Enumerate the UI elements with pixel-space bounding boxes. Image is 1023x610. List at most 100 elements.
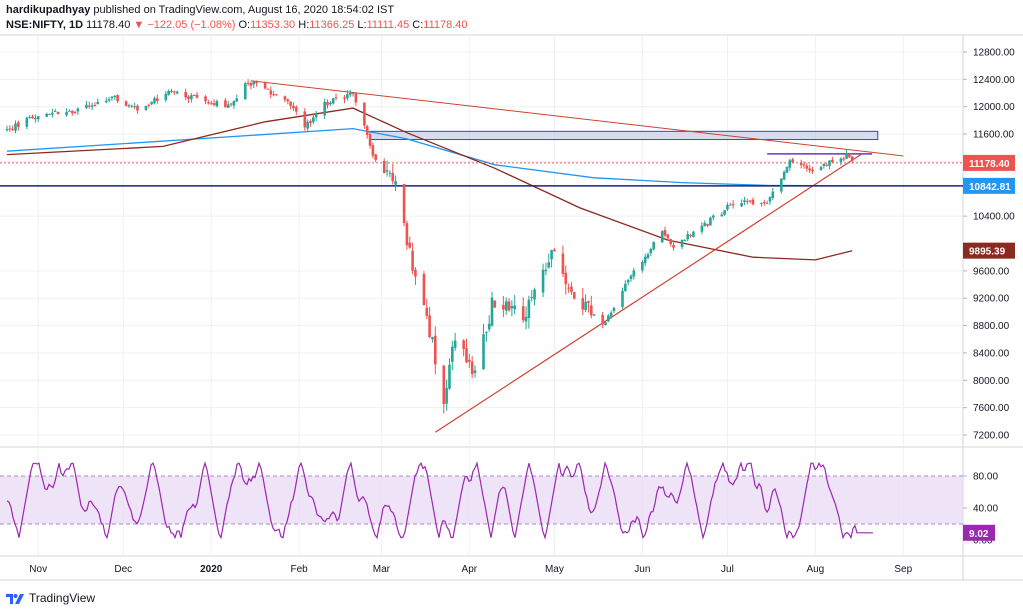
candle-body bbox=[192, 94, 196, 96]
y-axis-tick-label: 10400.00 bbox=[973, 212, 1015, 223]
candle-body bbox=[808, 168, 811, 171]
candle-body bbox=[541, 269, 545, 293]
candle-body bbox=[686, 234, 690, 240]
candle-body bbox=[303, 111, 307, 128]
ohlc-line: NSE:NIFTY, 1D 11178.40 ▼ −122.05 (−1.08%… bbox=[6, 18, 468, 33]
candle-body bbox=[156, 98, 159, 101]
candle-body bbox=[363, 102, 366, 126]
y-axis-tick-label: 8800.00 bbox=[973, 321, 1010, 332]
osc-axis-tick-label: 80.00 bbox=[973, 472, 998, 483]
candle-body bbox=[96, 101, 100, 105]
candle-body bbox=[660, 231, 664, 243]
candle-body bbox=[700, 225, 704, 232]
candle-body bbox=[65, 112, 68, 116]
candle-body bbox=[825, 164, 829, 166]
candle-body bbox=[527, 299, 531, 318]
moving-average-brown bbox=[6, 107, 853, 261]
candle-body bbox=[740, 203, 743, 207]
candle-body bbox=[845, 153, 848, 159]
candle-body bbox=[632, 270, 636, 277]
candle-body bbox=[706, 223, 709, 226]
candle-body bbox=[453, 340, 457, 348]
candle-body bbox=[232, 101, 236, 106]
candle-body bbox=[272, 94, 275, 96]
candle-body bbox=[811, 169, 814, 172]
author-name[interactable]: hardikupadhyay bbox=[6, 4, 91, 16]
candle-body bbox=[666, 234, 670, 239]
candle-body bbox=[309, 121, 312, 124]
y-axis-tick-label: 7600.00 bbox=[973, 403, 1010, 414]
candle-body bbox=[663, 229, 667, 236]
symbol-label[interactable]: NSE:NIFTY, 1D bbox=[6, 19, 84, 31]
candle-body bbox=[388, 172, 392, 174]
open-value: 11353.30 bbox=[250, 19, 296, 31]
moving-average-blue bbox=[6, 127, 853, 187]
candle-body bbox=[672, 244, 675, 248]
candle-body bbox=[649, 248, 653, 254]
x-axis-tick-label: May bbox=[545, 564, 564, 575]
last-price-tag: 11178.40 bbox=[969, 159, 1010, 170]
candle-body bbox=[763, 202, 766, 204]
candle-body bbox=[382, 160, 386, 174]
oscillator-value-tag-bg bbox=[963, 524, 995, 541]
candle-body bbox=[136, 105, 139, 111]
candle-body bbox=[550, 250, 553, 260]
candle-body bbox=[295, 107, 298, 112]
candle-body bbox=[451, 346, 454, 362]
candle-body bbox=[314, 114, 318, 118]
candle-body bbox=[799, 162, 803, 165]
candle-body bbox=[468, 359, 471, 362]
candle-body bbox=[641, 262, 644, 271]
rising-trendline bbox=[434, 154, 862, 433]
ma-blue-price-tag-bg bbox=[963, 177, 1015, 194]
candle-body bbox=[584, 301, 587, 311]
candle-body bbox=[286, 99, 290, 102]
oscillator-band bbox=[0, 476, 963, 524]
candle-body bbox=[195, 94, 199, 98]
candle-body bbox=[643, 256, 647, 264]
candle-body bbox=[354, 93, 358, 103]
low-value: 11111.45 bbox=[366, 19, 410, 31]
candle-body bbox=[292, 105, 295, 109]
candle-body bbox=[252, 81, 256, 85]
candle-body bbox=[485, 331, 488, 333]
candle-body bbox=[502, 305, 505, 310]
candle-body bbox=[164, 93, 168, 100]
candle-body bbox=[346, 94, 349, 99]
candle-body bbox=[405, 223, 409, 246]
candle-body bbox=[204, 96, 207, 102]
candle-body bbox=[209, 103, 213, 105]
candle-body bbox=[306, 121, 309, 129]
candle-body bbox=[402, 184, 406, 224]
candle-body bbox=[842, 158, 846, 160]
candle-body bbox=[17, 122, 20, 127]
y-axis-tick-label: 12400.00 bbox=[973, 75, 1015, 86]
candle-body bbox=[743, 200, 746, 202]
candle-body bbox=[680, 239, 684, 247]
x-axis-tick-label: Apr bbox=[462, 564, 478, 575]
candle-body bbox=[513, 305, 517, 310]
candle-body bbox=[553, 249, 556, 252]
candle-body bbox=[533, 289, 536, 300]
ma-brown-price-tag: 9895.39 bbox=[969, 247, 1006, 258]
tradingview-brand[interactable]: TradingView bbox=[29, 591, 96, 605]
candle-body bbox=[229, 103, 233, 105]
open-label: O: bbox=[238, 19, 251, 31]
candle-body bbox=[425, 307, 429, 316]
candle-body bbox=[85, 104, 88, 108]
candle-body bbox=[224, 100, 227, 108]
candle-body bbox=[720, 214, 724, 217]
candle-body bbox=[11, 128, 14, 130]
candle-body bbox=[626, 279, 630, 283]
candle-body bbox=[782, 171, 786, 180]
candle-body bbox=[368, 134, 372, 146]
candle-body bbox=[689, 235, 692, 237]
candle-body bbox=[561, 253, 565, 274]
candle-body bbox=[70, 110, 74, 114]
candle-body bbox=[465, 348, 468, 363]
y-axis-tick-label: 7200.00 bbox=[973, 431, 1010, 442]
candle-body bbox=[331, 98, 335, 104]
y-axis-tick-label: 8000.00 bbox=[973, 376, 1010, 387]
candlestick-series bbox=[5, 79, 854, 414]
